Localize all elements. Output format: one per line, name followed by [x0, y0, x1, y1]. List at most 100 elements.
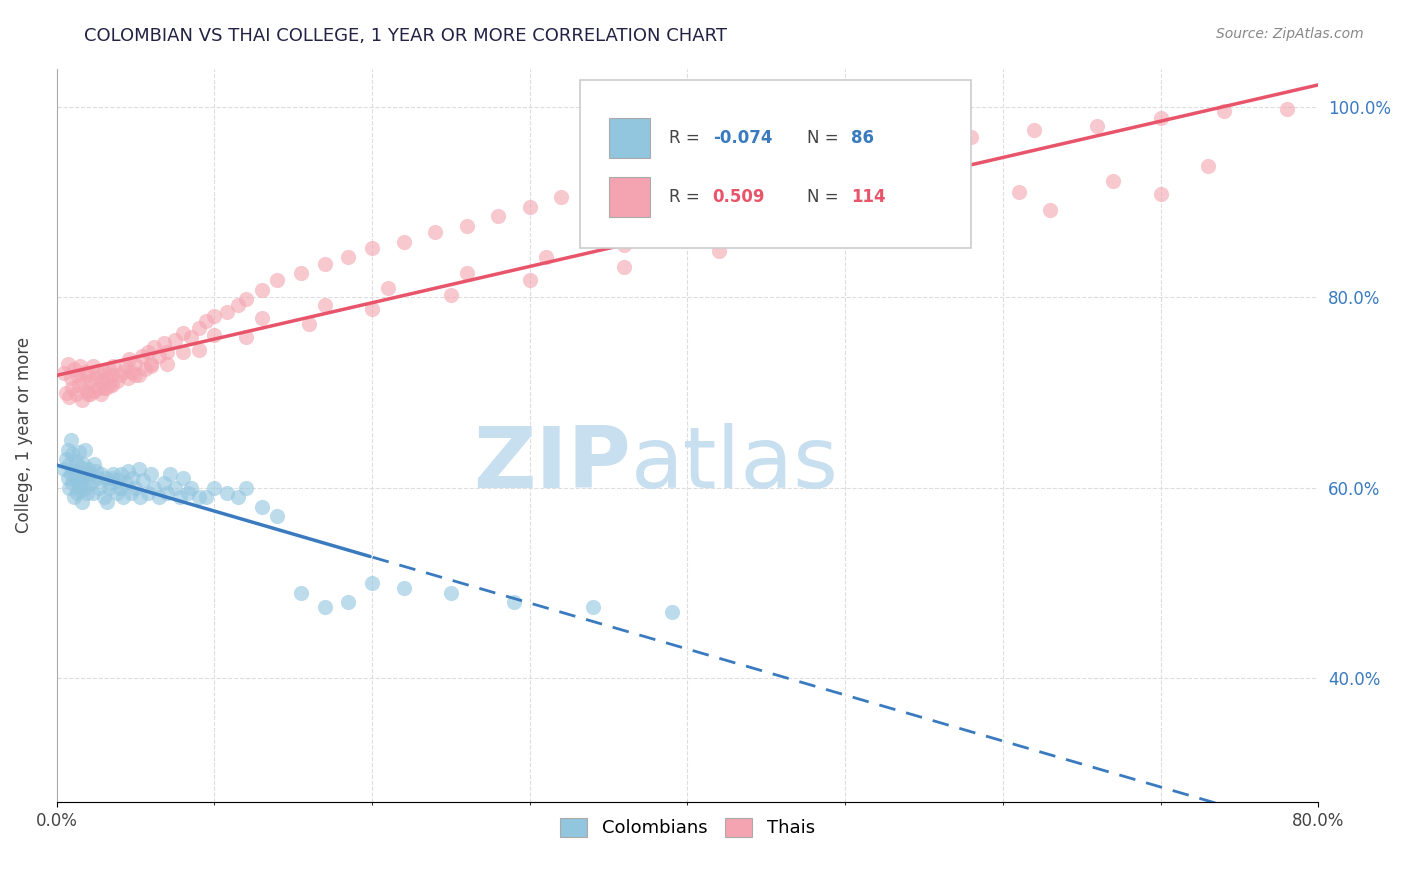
Point: [121, 471, 143, 485]
Point: [290, 585, 312, 599]
Point: [79, 467, 101, 481]
Point: [72, 457, 94, 471]
Point: [156, 345, 179, 359]
Point: [202, 310, 225, 324]
Text: Source: ZipAtlas.com: Source: ZipAtlas.com: [1216, 27, 1364, 41]
Point: [519, 200, 541, 214]
Point: [503, 595, 526, 609]
Point: [65, 387, 87, 401]
Point: [58, 481, 80, 495]
Point: [598, 180, 620, 194]
Point: [82, 359, 104, 373]
Point: [67, 479, 90, 493]
Point: [337, 595, 360, 609]
Point: [103, 359, 125, 373]
Point: [314, 599, 336, 614]
Point: [707, 226, 730, 240]
Point: [101, 377, 124, 392]
Text: -0.074: -0.074: [713, 129, 772, 147]
Point: [141, 357, 163, 371]
Point: [423, 226, 446, 240]
Point: [76, 384, 98, 398]
Point: [134, 361, 156, 376]
Point: [65, 473, 87, 487]
Point: [818, 231, 841, 245]
Point: [120, 485, 142, 500]
Point: [912, 200, 935, 214]
Point: [195, 314, 218, 328]
Point: [63, 464, 86, 478]
Point: [1149, 187, 1171, 202]
Point: [361, 301, 384, 316]
Point: [59, 433, 82, 447]
Point: [159, 467, 181, 481]
Point: [235, 481, 257, 495]
Point: [58, 457, 80, 471]
Point: [141, 359, 163, 373]
Point: [108, 368, 131, 383]
Point: [582, 599, 605, 614]
Point: [77, 462, 100, 476]
Point: [235, 292, 257, 306]
Legend: Colombians, Thais: Colombians, Thais: [553, 811, 823, 845]
Point: [90, 387, 112, 401]
Point: [187, 343, 209, 357]
Point: [90, 467, 112, 481]
Point: [65, 454, 87, 468]
Point: [84, 464, 107, 478]
Point: [128, 462, 150, 476]
Point: [93, 491, 115, 505]
Point: [80, 374, 103, 388]
Point: [73, 442, 96, 457]
Point: [1212, 104, 1234, 119]
Text: COLOMBIAN VS THAI COLLEGE, 1 YEAR OR MORE CORRELATION CHART: COLOMBIAN VS THAI COLLEGE, 1 YEAR OR MOR…: [84, 27, 727, 45]
Point: [195, 491, 218, 505]
Point: [107, 473, 129, 487]
FancyBboxPatch shape: [609, 177, 650, 217]
Point: [180, 481, 202, 495]
Point: [148, 491, 170, 505]
Point: [124, 481, 146, 495]
Point: [156, 357, 179, 371]
Point: [111, 365, 134, 379]
Point: [70, 495, 93, 509]
Point: [67, 444, 90, 458]
Point: [148, 349, 170, 363]
Point: [215, 485, 238, 500]
Point: [180, 330, 202, 344]
Point: [392, 235, 415, 249]
Point: [77, 387, 100, 401]
Point: [83, 457, 105, 471]
Point: [456, 219, 478, 233]
Point: [1087, 119, 1109, 133]
Point: [440, 288, 463, 302]
Point: [72, 374, 94, 388]
Point: [76, 485, 98, 500]
Point: [59, 467, 82, 481]
Point: [314, 257, 336, 271]
Point: [550, 190, 572, 204]
Point: [136, 485, 159, 500]
Point: [115, 359, 138, 373]
Point: [613, 237, 636, 252]
Point: [69, 459, 91, 474]
Point: [110, 467, 132, 481]
Point: [118, 352, 141, 367]
Point: [69, 359, 91, 373]
Point: [117, 371, 139, 385]
FancyBboxPatch shape: [609, 118, 650, 159]
Point: [56, 357, 79, 371]
Point: [1197, 159, 1219, 173]
Point: [67, 377, 90, 392]
Point: [86, 381, 108, 395]
Point: [141, 467, 163, 481]
Point: [86, 471, 108, 485]
Text: atlas: atlas: [631, 423, 838, 507]
Y-axis label: College, 1 year or more: College, 1 year or more: [15, 337, 32, 533]
Point: [73, 481, 96, 495]
Point: [143, 340, 166, 354]
Point: [70, 393, 93, 408]
Point: [131, 349, 153, 363]
Point: [111, 491, 134, 505]
Point: [97, 361, 120, 376]
